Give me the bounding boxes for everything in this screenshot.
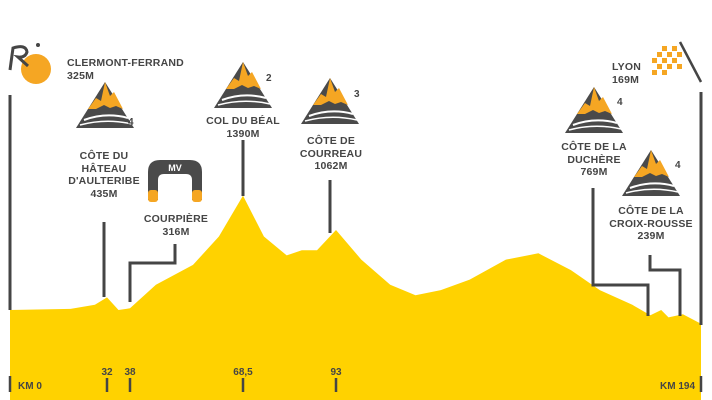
aulteribe-mountain-icon	[75, 81, 135, 129]
elevation: 769M	[580, 166, 608, 178]
aulteribe-category: 4	[128, 117, 134, 128]
duchere-marker-line	[591, 188, 650, 316]
elevation: 316M	[162, 225, 190, 238]
aulteribe-label: CÔTE DU HÂTEAU D'AULTERIBE 435M	[68, 150, 140, 200]
courpiere-label: COURPIÈRE 316M	[144, 213, 208, 238]
croix-label: CÔTE DE LA CROIX-ROUSSE 239M	[609, 205, 693, 243]
finish-name: LYON	[612, 61, 642, 73]
elevation: 1062M	[314, 160, 348, 172]
sprint-badge: MV	[168, 163, 182, 173]
axis-tick-label: 32	[101, 367, 113, 378]
name-line: COURREAU	[299, 147, 363, 160]
finish-elevation: 169M	[612, 73, 640, 86]
name-line: CÔTE DE LA	[618, 205, 684, 217]
name-line: CROIX-ROUSSE	[609, 217, 693, 230]
name-line: COURPIÈRE	[143, 213, 209, 225]
croix-marker-line	[648, 255, 682, 316]
name-line: CÔTE DE	[306, 135, 356, 147]
beal-category: 2	[266, 73, 272, 84]
start-logo-icon	[8, 43, 51, 84]
start-name: CLERMONT-FERRAND	[67, 57, 184, 69]
name-line: DUCHÈRE	[567, 153, 621, 166]
duchere-label: CÔTE DE LA DUCHÈRE 769M	[561, 141, 627, 179]
name-line: CÔTE DU	[79, 150, 129, 162]
croix-category: 4	[675, 160, 681, 171]
courpiere-marker-line	[128, 244, 177, 302]
axis-tick-label: KM 194	[660, 381, 695, 392]
courreau-category: 3	[354, 89, 360, 100]
checkered-flag-icon	[652, 41, 703, 83]
name-line: CÔTE DE LA	[561, 141, 627, 153]
axis-tick-label: 68,5	[233, 367, 253, 378]
name-line: D'AULTERIBE	[68, 175, 140, 187]
elevation: 1390M	[226, 127, 260, 140]
elevation: 239M	[637, 230, 665, 242]
elevation: 435M	[90, 187, 118, 200]
start-label: CLERMONT-FERRAND 325M	[67, 57, 184, 82]
axis-tick-label: 93	[330, 367, 342, 378]
start-elevation: 325M	[67, 69, 95, 82]
duchere-mountain-icon	[564, 86, 624, 134]
courreau-mountain-icon	[300, 77, 360, 125]
elevation-profile-area	[10, 195, 701, 400]
beal-mountain-icon	[213, 61, 273, 109]
finish-label: LYON 169M	[612, 61, 641, 86]
croix-mountain-icon	[621, 149, 681, 197]
name-line: COL DU BÉAL	[206, 115, 280, 127]
sprint-arch-icon: MV	[148, 160, 202, 202]
courreau-label: CÔTE DE COURREAU 1062M	[300, 135, 362, 173]
axis-tick-label: 38	[124, 367, 136, 378]
beal-label: COL DU BÉAL 1390M	[206, 115, 280, 140]
name-line: HÂTEAU	[81, 162, 127, 175]
duchere-category: 4	[617, 97, 623, 108]
axis-tick-label: KM 0	[18, 381, 42, 392]
